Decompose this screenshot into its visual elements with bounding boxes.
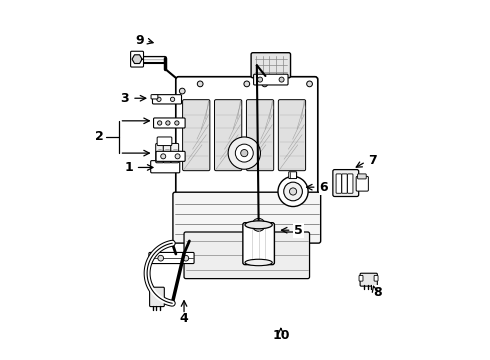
FancyBboxPatch shape xyxy=(183,100,210,171)
Circle shape xyxy=(183,255,189,261)
Circle shape xyxy=(290,188,296,195)
Circle shape xyxy=(175,121,179,125)
FancyBboxPatch shape xyxy=(289,172,296,179)
Circle shape xyxy=(244,81,250,87)
FancyBboxPatch shape xyxy=(163,143,171,163)
Circle shape xyxy=(284,182,302,201)
FancyBboxPatch shape xyxy=(251,53,291,78)
Text: 8: 8 xyxy=(373,287,382,300)
Text: 4: 4 xyxy=(180,311,189,325)
FancyBboxPatch shape xyxy=(173,192,320,243)
Text: 6: 6 xyxy=(319,181,328,194)
FancyBboxPatch shape xyxy=(278,100,306,171)
FancyBboxPatch shape xyxy=(254,74,288,85)
Circle shape xyxy=(171,97,175,102)
Circle shape xyxy=(278,176,308,207)
FancyBboxPatch shape xyxy=(215,100,242,171)
Circle shape xyxy=(241,149,248,157)
Circle shape xyxy=(157,97,161,102)
FancyBboxPatch shape xyxy=(151,161,180,173)
Circle shape xyxy=(252,219,265,231)
Text: 3: 3 xyxy=(121,92,129,105)
Circle shape xyxy=(256,222,262,228)
FancyBboxPatch shape xyxy=(336,174,342,193)
FancyBboxPatch shape xyxy=(347,174,353,193)
Text: 9: 9 xyxy=(135,33,144,47)
FancyBboxPatch shape xyxy=(156,143,164,163)
FancyBboxPatch shape xyxy=(157,137,172,145)
FancyBboxPatch shape xyxy=(358,174,366,179)
Text: 7: 7 xyxy=(368,154,377,167)
Circle shape xyxy=(166,121,170,125)
Circle shape xyxy=(262,81,268,87)
Ellipse shape xyxy=(245,259,272,266)
FancyBboxPatch shape xyxy=(149,252,194,264)
FancyBboxPatch shape xyxy=(152,95,181,104)
Circle shape xyxy=(258,77,263,82)
Circle shape xyxy=(197,81,203,87)
Ellipse shape xyxy=(245,221,272,229)
FancyBboxPatch shape xyxy=(374,275,378,281)
Circle shape xyxy=(235,144,253,162)
Circle shape xyxy=(175,154,180,159)
Text: 5: 5 xyxy=(294,224,303,237)
FancyBboxPatch shape xyxy=(243,223,274,265)
FancyBboxPatch shape xyxy=(342,174,347,193)
FancyBboxPatch shape xyxy=(171,143,179,163)
FancyBboxPatch shape xyxy=(153,118,185,128)
FancyBboxPatch shape xyxy=(359,275,363,281)
FancyBboxPatch shape xyxy=(156,151,185,161)
FancyBboxPatch shape xyxy=(151,95,158,99)
Circle shape xyxy=(158,255,164,261)
FancyBboxPatch shape xyxy=(131,51,144,67)
FancyBboxPatch shape xyxy=(356,176,368,191)
FancyBboxPatch shape xyxy=(246,100,274,171)
FancyBboxPatch shape xyxy=(333,170,359,197)
FancyBboxPatch shape xyxy=(176,77,318,201)
FancyBboxPatch shape xyxy=(149,287,164,307)
Circle shape xyxy=(179,88,185,94)
Circle shape xyxy=(307,81,313,87)
Text: 10: 10 xyxy=(272,329,290,342)
FancyBboxPatch shape xyxy=(184,232,310,279)
Circle shape xyxy=(279,77,284,82)
Text: 2: 2 xyxy=(96,130,104,144)
Circle shape xyxy=(228,137,260,169)
Text: 1: 1 xyxy=(124,161,133,174)
Circle shape xyxy=(161,154,166,159)
Polygon shape xyxy=(132,55,142,63)
FancyBboxPatch shape xyxy=(360,273,377,286)
Circle shape xyxy=(157,121,162,125)
